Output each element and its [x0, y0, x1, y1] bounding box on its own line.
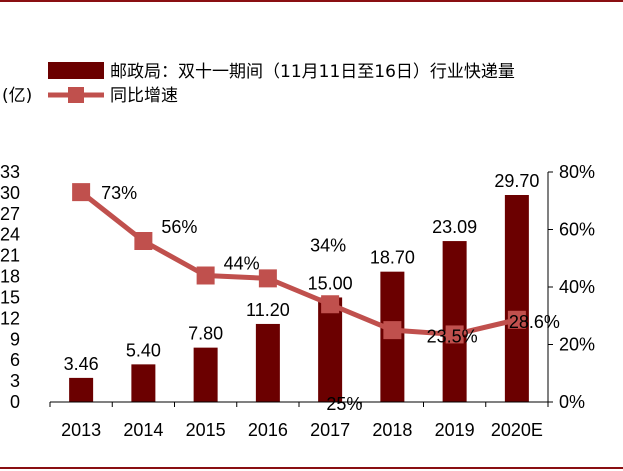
line-marker — [72, 183, 91, 202]
y-left-tick-label: 21 — [0, 246, 20, 266]
y-left-tick-label: 24 — [0, 225, 20, 245]
x-tick-label: 2020E — [491, 420, 543, 440]
x-tick-label: 2017 — [310, 420, 350, 440]
line-data-label: 73% — [101, 183, 137, 203]
bar — [193, 347, 218, 402]
bar — [442, 241, 467, 402]
x-tick-label: 2013 — [61, 420, 101, 440]
y-left-tick-label: 6 — [10, 350, 20, 370]
line-data-label: 34% — [310, 235, 346, 255]
y-right-tick-label: 40% — [559, 277, 595, 297]
growth-line — [79, 190, 518, 337]
y-left-tick-label: 33 — [0, 162, 20, 182]
line-marker — [507, 310, 526, 329]
line-marker — [196, 266, 215, 285]
legend-bar-label: 邮政局：双十一期间（11月11日至16日）行业快递量 — [110, 62, 515, 82]
x-axis: 2013 2014 2015 2016 2017 2018 2019 2020E — [49, 401, 549, 440]
top-border — [0, 0, 623, 2]
bar-series — [69, 195, 529, 402]
y-left-tick-label: 27 — [0, 204, 20, 224]
bar-data-label: 18.70 — [370, 248, 415, 268]
y-right-tick-label: 20% — [559, 335, 595, 355]
bar-labels: 3.46 5.40 7.80 11.20 15.00 18.70 23.09 29.70 — [64, 171, 540, 374]
x-tick-label: 2019 — [435, 420, 475, 440]
x-tick-label: 2018 — [372, 420, 412, 440]
unit-label: (亿) — [2, 86, 32, 106]
y-right-tick-label: 80% — [559, 162, 595, 182]
bar-data-label: 23.09 — [432, 217, 477, 237]
line-marker — [258, 269, 277, 288]
bar-data-label: 5.40 — [126, 340, 161, 360]
y-right-tick-label: 0% — [559, 392, 585, 412]
line-data-label: 28.6% — [509, 312, 560, 332]
y-left-tick-label: 9 — [10, 329, 20, 349]
y-left-tick-label: 30 — [0, 183, 20, 203]
y-left-tick-label: 12 — [0, 308, 20, 328]
line-marker — [445, 325, 464, 344]
y-left-tick-label: 0 — [10, 392, 20, 412]
x-tick-label: 2015 — [186, 420, 226, 440]
line-data-label: 56% — [161, 217, 197, 237]
bar — [504, 195, 529, 402]
bar-data-label: 7.80 — [188, 324, 223, 344]
line-labels: 73% 56% 44% 34% 25% 23.5% 28.6% — [101, 183, 560, 414]
bar-data-label: 15.00 — [308, 273, 353, 293]
line-series — [72, 183, 526, 344]
line-data-label: 25% — [326, 394, 362, 414]
line-marker — [321, 295, 340, 314]
right-axis: 0% 20% 40% 60% 80% — [547, 162, 595, 412]
bar — [69, 377, 94, 402]
x-tick-label: 2014 — [123, 420, 163, 440]
y-right-tick-label: 60% — [559, 220, 595, 240]
bottom-border — [0, 467, 623, 469]
legend-line-label: 同比增速 — [110, 86, 178, 106]
y-left-tick-label: 3 — [10, 371, 20, 391]
line-marker — [383, 321, 402, 340]
line-data-label: 44% — [224, 254, 260, 274]
line-data-label: 23.5% — [427, 326, 478, 346]
legend-line-marker — [68, 87, 84, 103]
bar-data-label: 11.20 — [246, 300, 290, 320]
line-marker — [134, 232, 153, 250]
y-left-tick-label: 15 — [0, 287, 20, 307]
legend-bar-swatch — [48, 62, 104, 79]
bar-data-label: 29.70 — [494, 171, 539, 191]
bar — [318, 297, 343, 402]
bar — [131, 364, 156, 402]
bar-data-label: 3.46 — [64, 354, 99, 374]
y-left-tick-label: 18 — [0, 267, 20, 287]
bar — [255, 323, 280, 402]
x-tick-label: 2016 — [248, 420, 288, 440]
legend: 邮政局：双十一期间（11月11日至16日）行业快递量 同比增速 — [48, 62, 515, 106]
